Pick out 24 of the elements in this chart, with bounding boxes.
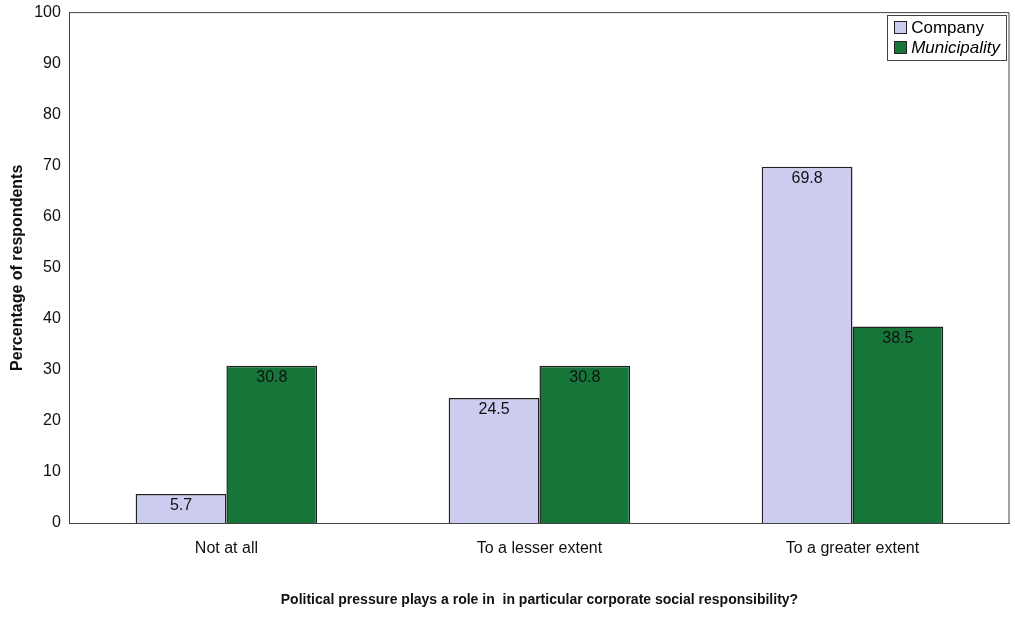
x-axis-title: Political pressure plays a role in in particular corporate social responsibility? bbox=[280, 591, 799, 608]
y-tick-label: 90 bbox=[43, 54, 61, 72]
y-tick-label: 100 bbox=[34, 3, 61, 21]
data-label: 5.7 bbox=[169, 496, 193, 514]
data-label: 30.8 bbox=[256, 368, 288, 386]
y-tick-label: 80 bbox=[43, 105, 61, 123]
data-label: 69.8 bbox=[791, 169, 823, 187]
data-label: 38.5 bbox=[882, 328, 914, 346]
x-tick-label: To a lesser extent bbox=[476, 539, 603, 557]
y-axis-title: Percentage of respondents bbox=[8, 164, 26, 371]
y-tick-label: 60 bbox=[43, 207, 61, 225]
y-tick-label: 50 bbox=[43, 258, 61, 276]
legend-label: Municipality bbox=[911, 37, 1000, 58]
legend-label: Company bbox=[911, 17, 984, 38]
y-tick-label: 0 bbox=[51, 513, 61, 531]
y-tick-label: 70 bbox=[43, 156, 61, 174]
data-label: 30.8 bbox=[569, 368, 601, 386]
y-tick-label: 20 bbox=[43, 411, 61, 429]
y-tick-label: 30 bbox=[43, 360, 61, 378]
y-tick-label: 40 bbox=[43, 309, 61, 327]
y-tick-label: 10 bbox=[43, 462, 61, 480]
x-tick-label: Not at all bbox=[194, 539, 258, 557]
data-label: 24.5 bbox=[478, 400, 510, 418]
x-tick-label: To a greater extent bbox=[785, 539, 920, 557]
